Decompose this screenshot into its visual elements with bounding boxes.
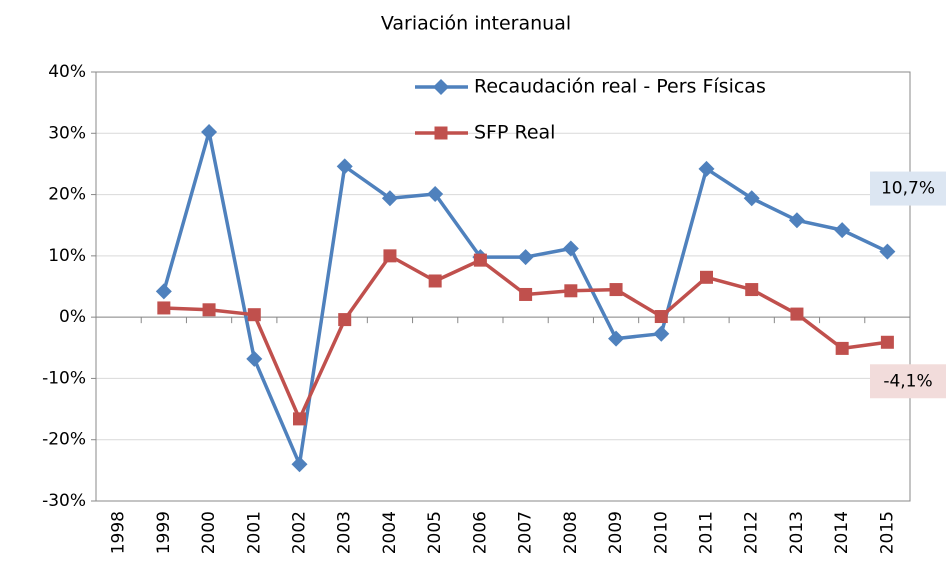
- point: [336, 158, 353, 175]
- point: [880, 335, 894, 349]
- point: [247, 308, 261, 322]
- x-tick-label: 2009: [606, 511, 626, 554]
- point: [609, 283, 623, 297]
- x-tick-label: 2013: [787, 511, 807, 554]
- value-label: 10,7%: [881, 179, 935, 199]
- point: [202, 303, 216, 317]
- point: [790, 307, 804, 321]
- value-label-box: [870, 171, 946, 206]
- point: [157, 301, 171, 315]
- point: [338, 313, 352, 327]
- point: [293, 412, 306, 426]
- legend-marker: [433, 79, 449, 95]
- point: [700, 270, 713, 284]
- point: [745, 283, 759, 297]
- point: [835, 341, 849, 355]
- point: [381, 190, 398, 207]
- point: [698, 160, 715, 177]
- x-tick-label: 2005: [425, 511, 445, 554]
- x-tick-label: 2004: [380, 511, 400, 554]
- x-tick-label: 1998: [109, 511, 129, 554]
- y-tick-label: 0%: [59, 307, 86, 327]
- x-tick-label: 2015: [877, 511, 897, 554]
- legend-label: Recaudación real - Pers Físicas: [474, 76, 766, 98]
- point: [562, 240, 579, 257]
- point: [155, 283, 172, 300]
- point: [428, 274, 442, 288]
- point: [427, 185, 444, 202]
- x-tick-label: 2014: [832, 511, 852, 554]
- point: [383, 249, 397, 263]
- x-tick-label: 2007: [516, 511, 536, 554]
- y-tick-label: -30%: [42, 491, 86, 511]
- y-tick-label: 10%: [48, 246, 86, 266]
- point: [654, 310, 668, 324]
- point: [201, 124, 218, 141]
- x-tick-label: 2002: [290, 511, 310, 554]
- y-tick-label: 20%: [48, 185, 86, 205]
- x-tick-label: 2012: [742, 511, 762, 554]
- y-tick-label: 40%: [48, 62, 86, 82]
- point: [519, 287, 533, 301]
- value-label: -4,1%: [883, 371, 932, 391]
- point: [879, 243, 896, 260]
- x-tick-label: 2008: [561, 511, 581, 554]
- point: [564, 284, 578, 298]
- y-tick-label: -10%: [42, 368, 86, 388]
- point: [743, 190, 760, 207]
- point: [291, 456, 308, 473]
- point: [246, 350, 263, 367]
- point: [473, 253, 487, 267]
- x-tick-label: 2000: [199, 511, 219, 554]
- value-label-box: [870, 364, 946, 399]
- point: [834, 222, 851, 239]
- point: [653, 325, 670, 342]
- x-tick-label: 2010: [651, 511, 671, 554]
- point: [608, 330, 625, 347]
- point: [788, 212, 805, 229]
- point: [517, 249, 534, 266]
- series-line: [163, 254, 888, 421]
- x-tick-label: 2011: [697, 511, 717, 554]
- y-tick-label: -20%: [42, 430, 86, 450]
- plot-border: [95, 71, 911, 502]
- x-tick-label: 2003: [335, 511, 355, 554]
- x-tick-label: 2006: [470, 511, 490, 554]
- legend-label: SFP Real: [474, 122, 555, 144]
- x-tick-label: 2001: [244, 511, 264, 554]
- x-tick-label: 1999: [154, 511, 174, 554]
- y-tick-label: 30%: [48, 123, 86, 143]
- legend-marker: [434, 126, 448, 140]
- chart-title: Variación interanual: [381, 13, 571, 35]
